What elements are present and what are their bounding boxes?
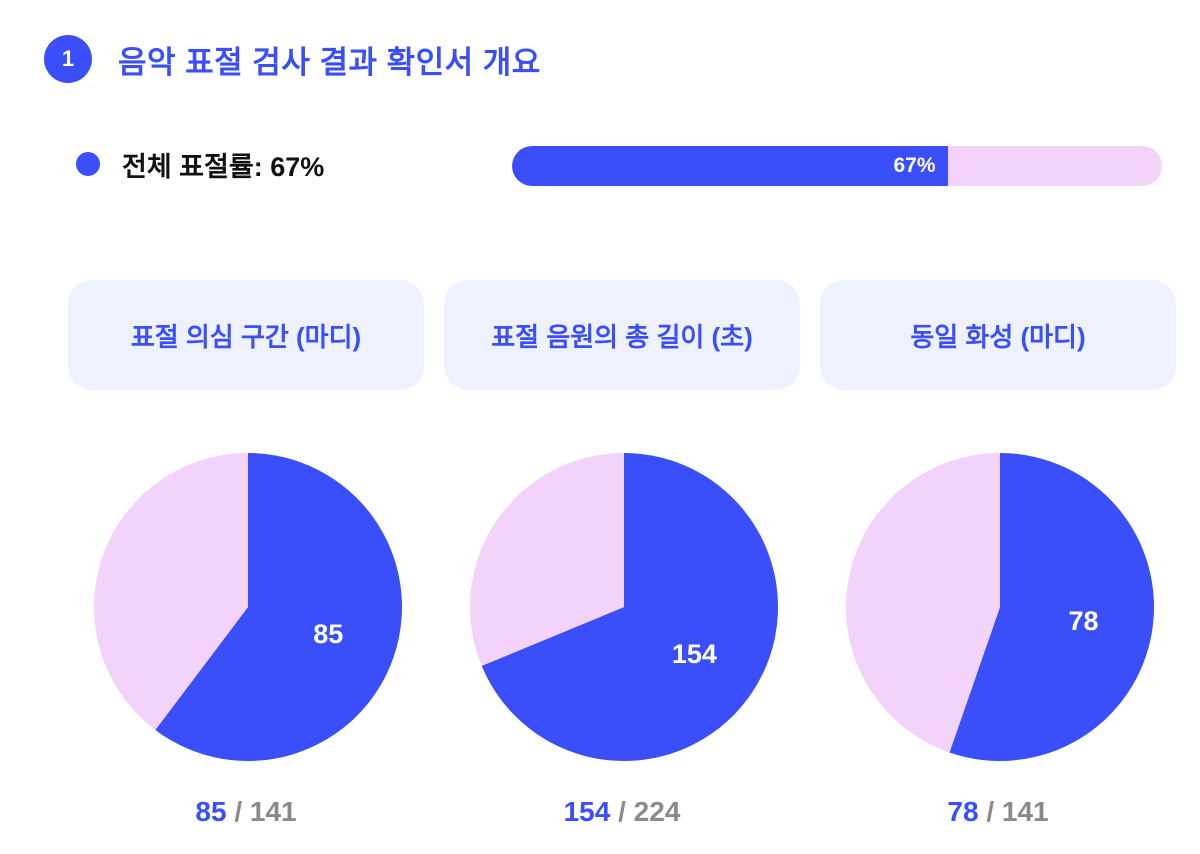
bullet-dot-icon — [76, 152, 100, 176]
ratio-same-harmony: 78 / 141 — [820, 796, 1176, 828]
pie-svg: 85 — [93, 453, 402, 761]
ratio-value: 154 — [563, 796, 611, 827]
overall-progress-fill: 67% — [512, 146, 948, 186]
pie-slice-label: 85 — [313, 619, 343, 649]
metric-card-total-length: 표절 음원의 총 길이 (초) — [444, 280, 800, 390]
ratio-total: 224 — [633, 796, 681, 827]
pie-slice-remainder — [469, 453, 624, 666]
metric-card-same-harmony: 동일 화성 (마디) — [820, 280, 1176, 390]
pie-svg: 154 — [469, 453, 778, 761]
ratio-total: 141 — [249, 796, 297, 827]
ratio-value: 78 — [947, 796, 979, 827]
ratio-total-length: 154 / 224 — [444, 796, 800, 828]
pie-chart-suspect-measures: 85 — [93, 452, 403, 762]
pie-slice-match — [155, 453, 402, 761]
pie-slice-remainder — [846, 453, 1000, 753]
ratio-separator: / — [978, 796, 1002, 827]
overall-rate: 전체 표절률: 67% — [76, 144, 324, 184]
ratio-separator: / — [226, 796, 250, 827]
section-header: 1 음악 표절 검사 결과 확인서 개요 — [44, 34, 541, 84]
overall-progress-text: 67% — [893, 154, 936, 177]
ratio-total: 141 — [1001, 796, 1049, 827]
ratio-suspect-measures: 85 / 141 — [68, 796, 424, 828]
overall-progress-bar: 67% — [512, 146, 1162, 186]
pie-svg: 78 — [846, 453, 1154, 761]
pie-slice-remainder — [93, 453, 248, 730]
pie-slice-label: 154 — [672, 639, 717, 669]
pie-slice-match — [949, 453, 1154, 761]
section-number-badge: 1 — [44, 35, 92, 83]
pie-slice-label: 78 — [1068, 606, 1098, 636]
ratio-value: 85 — [195, 796, 227, 827]
ratio-separator: / — [610, 796, 634, 827]
pie-slice-match — [481, 453, 778, 761]
section-title: 음악 표절 검사 결과 확인서 개요 — [118, 44, 541, 80]
overall-rate-label: 전체 표절률: 67% — [122, 151, 325, 182]
pie-chart-same-harmony: 78 — [845, 452, 1155, 762]
pie-chart-total-length: 154 — [469, 452, 779, 762]
metric-card-suspect-measures: 표절 의심 구간 (마디) — [68, 280, 424, 390]
